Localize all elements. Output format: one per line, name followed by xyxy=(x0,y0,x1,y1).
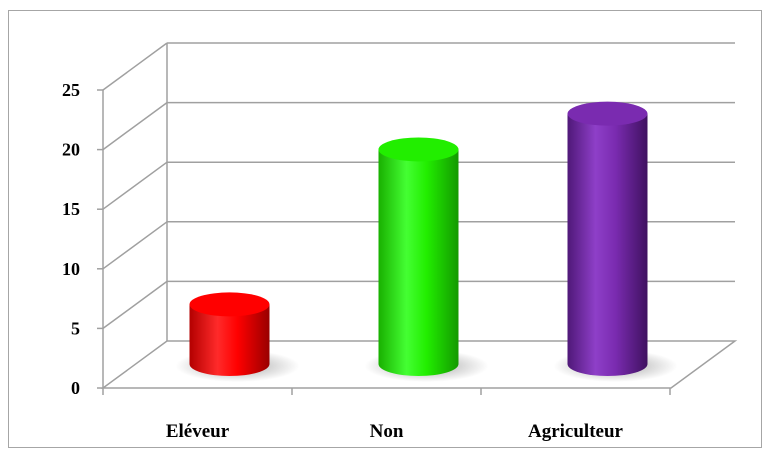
y-tick-label: 15 xyxy=(62,199,80,219)
x-tick-labels: Eléveur Non Agriculteur xyxy=(166,421,624,442)
gridline-side xyxy=(102,42,168,91)
bars xyxy=(175,101,678,382)
y-tick-label: 20 xyxy=(62,140,80,160)
bar-top xyxy=(189,292,270,317)
bar-non xyxy=(364,137,489,382)
y-tick-label: 25 xyxy=(62,80,80,100)
y-tick-label: 5 xyxy=(71,318,80,338)
gridline-side xyxy=(102,221,168,270)
y-tick-label: 10 xyxy=(62,259,80,279)
gridline-side xyxy=(102,161,168,210)
bar-body xyxy=(567,113,648,377)
bar-body xyxy=(189,304,270,376)
bar-eléveur xyxy=(175,292,300,382)
y-tick-label: 0 xyxy=(71,378,80,398)
bar-top xyxy=(378,137,459,162)
bar-top xyxy=(567,101,648,126)
x-tick-label: Agriculteur xyxy=(528,421,624,442)
x-tick-label: Eléveur xyxy=(166,421,230,442)
bar-body xyxy=(378,149,459,376)
bar-agriculteur xyxy=(553,101,678,382)
y-tick-labels: 0 5 10 15 20 25 xyxy=(62,80,80,398)
gridline-side xyxy=(102,280,168,330)
gridline-side xyxy=(102,101,168,151)
x-tick-label: Non xyxy=(370,421,404,442)
